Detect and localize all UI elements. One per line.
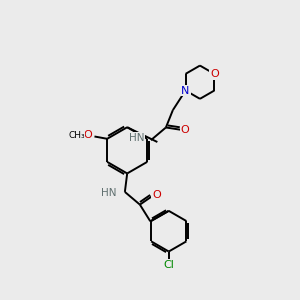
Text: O: O bbox=[83, 130, 92, 140]
Text: CH₃: CH₃ bbox=[68, 131, 85, 140]
Text: HN: HN bbox=[129, 133, 144, 143]
Text: O: O bbox=[210, 69, 219, 79]
Text: O: O bbox=[181, 125, 190, 135]
Text: Cl: Cl bbox=[163, 260, 174, 270]
Text: HN: HN bbox=[101, 188, 117, 198]
Text: N: N bbox=[182, 85, 190, 95]
Text: O: O bbox=[152, 190, 161, 200]
